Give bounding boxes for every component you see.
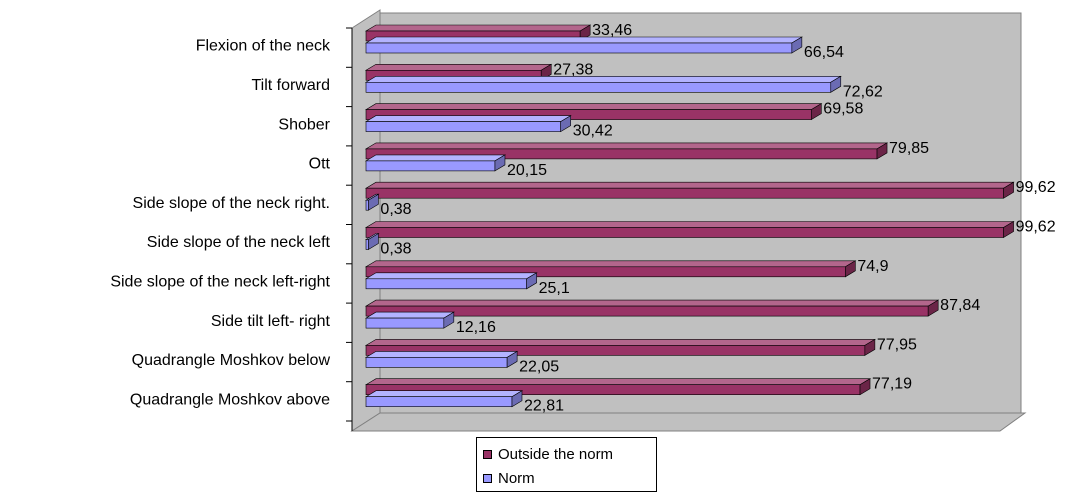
data-label: 30,42	[573, 123, 613, 140]
legend-swatch-norm	[483, 473, 492, 483]
data-label: 72,62	[843, 83, 883, 100]
data-label: 20,15	[507, 162, 547, 179]
bar-top	[364, 154, 507, 162]
data-label: 22,05	[519, 358, 559, 375]
legend-item-norm: Norm	[483, 466, 656, 490]
bar-side	[511, 390, 523, 408]
data-label: 66,54	[804, 44, 844, 61]
bar	[365, 227, 1004, 238]
bar-top	[364, 142, 889, 150]
bar-side	[526, 272, 537, 290]
bar-side	[876, 142, 888, 160]
bar-top	[364, 221, 1015, 228]
bar-side	[791, 36, 803, 54]
bar-side	[864, 338, 876, 356]
data-label: 79,85	[889, 140, 929, 157]
bar-side	[859, 378, 871, 396]
data-label: 33,46	[592, 22, 632, 39]
data-label: 12,16	[456, 319, 496, 336]
bar	[365, 199, 369, 211]
bar-side	[506, 350, 518, 368]
category-label: Quadrangle Moshkov below	[132, 352, 331, 369]
bar-side	[368, 193, 379, 211]
bar	[365, 187, 1004, 199]
bar-top	[364, 311, 455, 319]
category-label: Side slope of the neck left-right	[110, 273, 330, 290]
category-label: Side tilt left- right	[211, 313, 331, 330]
bar-side	[927, 299, 939, 317]
bar-side	[1003, 181, 1014, 199]
data-label: 99,62	[1016, 179, 1056, 196]
bar-side	[1003, 220, 1014, 239]
bar-side	[845, 260, 856, 278]
bar-top	[364, 76, 842, 83]
bar-top	[364, 103, 823, 110]
bar-top	[364, 64, 553, 71]
labels-group: Flexion of the neck Tilt forward Shober Ott…	[110, 22, 1055, 415]
legend-label-outside-norm: Outside the norm	[498, 445, 614, 463]
data-label: 74,9	[857, 258, 888, 275]
bar-top	[364, 181, 1015, 189]
bar-side	[830, 75, 842, 93]
data-label: 99,62	[1016, 219, 1056, 236]
legend-swatch-outside-norm	[483, 449, 492, 459]
bar-top	[364, 339, 876, 346]
bar-top	[364, 272, 538, 280]
bar-top	[364, 378, 872, 386]
bar-side	[368, 232, 379, 251]
bar-top	[364, 115, 572, 122]
bar-side	[560, 115, 571, 133]
data-label: 25,1	[539, 280, 570, 297]
bar	[365, 278, 527, 290]
bar-top	[364, 36, 803, 44]
data-label: 77,19	[872, 376, 912, 393]
bar	[365, 82, 832, 93]
category-label: Side slope of the neck right.	[133, 195, 330, 212]
data-label: 22,81	[524, 398, 564, 415]
bar	[365, 239, 369, 250]
legend-item-outside-norm: Outside the norm	[483, 442, 656, 466]
bar-top	[364, 299, 940, 307]
bar-side	[443, 311, 455, 329]
category-label: Shober	[278, 116, 330, 133]
bar-top	[364, 351, 519, 358]
data-label: 87,84	[940, 297, 980, 314]
bar	[365, 160, 496, 172]
category-label: Flexion of the neck	[196, 38, 331, 55]
data-label: 0,38	[380, 201, 411, 218]
data-label: 0,38	[380, 241, 411, 258]
category-label: Quadrangle Moshkov above	[130, 391, 330, 408]
category-label: Ott	[309, 156, 331, 173]
bar	[365, 317, 445, 329]
bar	[365, 42, 793, 54]
legend: Outside the norm Norm	[476, 437, 657, 492]
category-label: Tilt forward	[251, 77, 330, 94]
bars-group	[364, 24, 1015, 408]
bar-side	[811, 103, 822, 121]
bar-top	[364, 24, 592, 32]
bar-top	[364, 390, 524, 398]
category-label: Side slope of the neck left	[147, 234, 331, 251]
legend-label-norm: Norm	[498, 469, 535, 487]
bar	[365, 357, 508, 368]
data-label: 69,58	[823, 101, 863, 118]
data-label: 27,38	[553, 61, 593, 78]
bar-top	[364, 260, 857, 268]
bar	[365, 121, 561, 132]
floor	[350, 412, 1027, 432]
bar	[365, 396, 513, 408]
bar-side	[494, 154, 506, 172]
data-label: 77,95	[877, 336, 917, 353]
